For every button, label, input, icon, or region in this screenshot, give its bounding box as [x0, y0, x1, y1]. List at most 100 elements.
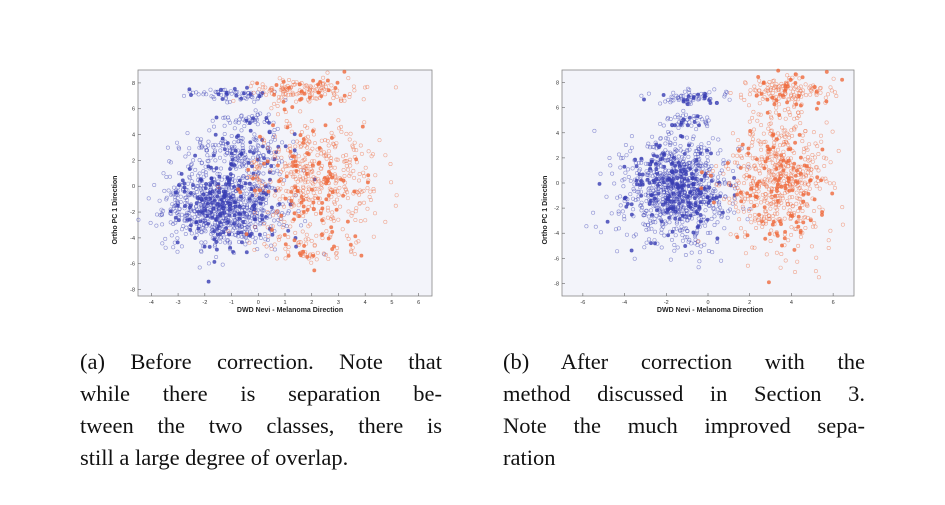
- scatter-point-series-0: [689, 206, 694, 211]
- scatter-point-series-1: [778, 175, 783, 180]
- scatter-point-series-1: [739, 226, 744, 231]
- scatter-point-series-1: [732, 195, 737, 200]
- scatter-point-series-1: [773, 110, 778, 115]
- y-tick-label: 4: [132, 133, 135, 139]
- scatter-point-series-1: [778, 193, 783, 198]
- scatter-point-series-0: [218, 148, 223, 153]
- scatter-point-series-0: [209, 205, 214, 210]
- scatter-point-series-0: [168, 160, 173, 165]
- scatter-point-series-1: [761, 215, 766, 220]
- scatter-point-series-1: [793, 173, 798, 178]
- scatter-point-series-0: [701, 96, 706, 101]
- scatter-point-series-1: [298, 240, 303, 245]
- scatter-point-series-0: [241, 205, 246, 210]
- scatter-point-series-0: [231, 223, 236, 228]
- scatter-point-series-0: [663, 168, 668, 173]
- scatter-point-series-1: [745, 197, 750, 202]
- scatter-point-series-0: [692, 196, 697, 201]
- scatter-point-series-0: [286, 209, 291, 214]
- scatter-point-series-0: [715, 207, 720, 212]
- scatter-point-series-1: [738, 165, 743, 170]
- scatter-point-series-1: [348, 171, 353, 176]
- scatter-point-series-1: [759, 155, 764, 160]
- scatter-point-series-0: [257, 232, 262, 237]
- scatter-point-series-1: [782, 191, 787, 196]
- scatter-point-series-0: [245, 157, 250, 162]
- scatter-point-series-0: [684, 211, 689, 216]
- scatter-point-series-1: [798, 155, 803, 160]
- scatter-point-series-1: [796, 94, 801, 99]
- scatter-point-series-1: [272, 92, 277, 97]
- scatter-point-series-0: [198, 202, 203, 207]
- x-tick-label: -2: [664, 300, 669, 306]
- scatter-point-series-0: [638, 185, 643, 190]
- scatter-point-series-1: [791, 82, 796, 87]
- scatter-point-series-0: [215, 232, 220, 237]
- scatter-point-series-0: [233, 210, 238, 215]
- scatter-point-series-0: [696, 152, 701, 157]
- scatter-point-series-0: [185, 131, 190, 136]
- scatter-point-series-0: [672, 156, 677, 161]
- scatter-point-series-0: [648, 208, 653, 213]
- scatter-point-series-1: [331, 216, 336, 221]
- scatter-point-series-1: [775, 131, 780, 136]
- scatter-point-series-0: [184, 225, 189, 230]
- scatter-point-series-1: [785, 73, 790, 78]
- scatter-point-series-0: [654, 170, 659, 175]
- scatter-point-series-0: [692, 119, 697, 124]
- scatter-point-series-0: [255, 247, 260, 252]
- scatter-point-series-0: [221, 115, 226, 120]
- scatter-point-series-1: [792, 103, 797, 108]
- scatter-point-series-1: [782, 216, 787, 221]
- scatter-point-series-0: [646, 227, 651, 232]
- scatter-point-series-1: [359, 253, 364, 258]
- scatter-point-series-0: [712, 193, 717, 198]
- scatter-point-series-0: [697, 250, 702, 255]
- scatter-point-series-0: [197, 171, 202, 176]
- scatter-point-series-1: [352, 252, 357, 257]
- scatter-point-series-1: [317, 160, 322, 165]
- scatter-point-series-1: [255, 174, 260, 179]
- scatter-point-series-0: [628, 178, 633, 183]
- scatter-point-series-1: [800, 91, 805, 96]
- scatter-point-series-1: [283, 164, 288, 169]
- scatter-point-series-1: [352, 88, 357, 93]
- scatter-point-series-1: [764, 88, 769, 93]
- scatter-point-series-0: [638, 175, 643, 180]
- scatter-point-series-1: [763, 159, 768, 164]
- scatter-point-series-0: [663, 148, 668, 153]
- scatter-point-series-1: [774, 189, 779, 194]
- scatter-point-series-0: [236, 217, 241, 222]
- scatter-point-series-1: [796, 110, 801, 115]
- scatter-point-series-0: [666, 203, 671, 208]
- scatter-point-series-1: [763, 219, 768, 224]
- scatter-point-series-1: [333, 187, 338, 192]
- scatter-point-series-1: [774, 88, 779, 93]
- scatter-point-series-1: [772, 84, 777, 89]
- scatter-point-series-1: [273, 134, 278, 139]
- scatter-point-series-1: [358, 143, 363, 148]
- scatter-point-series-1: [778, 265, 783, 270]
- scatter-point-series-0: [622, 196, 627, 201]
- scatter-point-series-0: [228, 247, 233, 252]
- scatter-point-series-1: [758, 142, 763, 147]
- scatter-point-series-1: [782, 232, 787, 237]
- scatter-point-series-0: [651, 153, 656, 158]
- scatter-point-series-1: [318, 146, 323, 151]
- scatter-point-series-0: [208, 210, 213, 215]
- scatter-point-series-0: [681, 118, 686, 123]
- scatter-point-series-1: [294, 99, 299, 104]
- scatter-point-series-1: [303, 136, 308, 141]
- scatter-point-series-1: [326, 88, 331, 93]
- scatter-point-series-0: [686, 200, 691, 205]
- scatter-point-series-0: [681, 149, 686, 154]
- scatter-point-series-0: [225, 100, 230, 105]
- scatter-point-series-0: [747, 207, 752, 212]
- scatter-point-series-1: [272, 101, 277, 106]
- scatter-point-series-1: [293, 230, 298, 235]
- scatter-point-series-0: [593, 224, 598, 229]
- scatter-point-series-1: [774, 250, 779, 255]
- scatter-point-series-0: [669, 160, 674, 165]
- scatter-point-series-0: [659, 222, 664, 227]
- scatter-point-series-0: [208, 185, 213, 190]
